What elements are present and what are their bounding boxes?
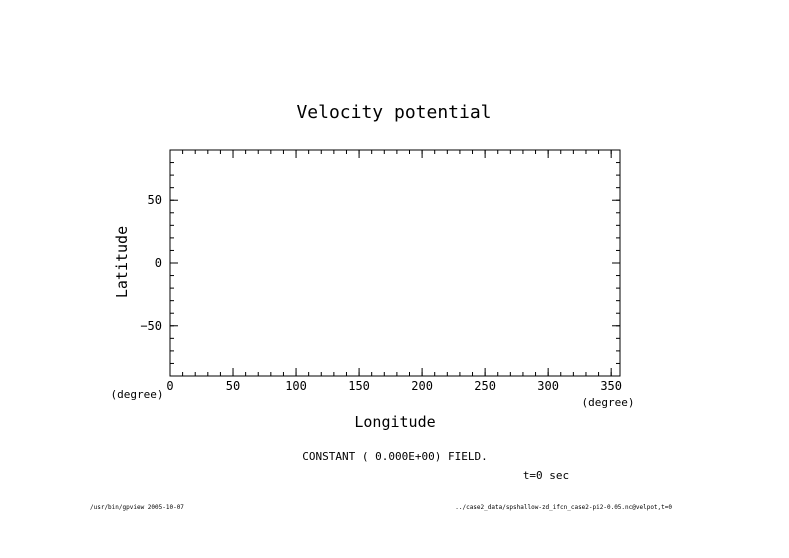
x-tick-label: 250 <box>474 379 496 393</box>
x-axis-unit: (degree) <box>582 396 635 409</box>
y-axis-label: Latitude <box>113 226 131 298</box>
x-tick-label: 200 <box>411 379 433 393</box>
y-tick-label: 50 <box>148 193 162 207</box>
y-axis-ticks <box>170 149 620 377</box>
chart-title: Velocity potential <box>296 102 491 123</box>
x-tick-label: 0 <box>166 379 173 393</box>
x-tick-label: 350 <box>600 379 622 393</box>
footer-right: ../case2_data/spshallow-zd_ifcn_case2-pi… <box>455 504 672 511</box>
x-axis-tick-labels: 0 50 100 150 200 250 300 350 <box>166 379 622 393</box>
footer-left: /usr/bin/gpview 2005-10-07 <box>90 504 184 511</box>
x-axis-ticks <box>169 150 612 376</box>
x-tick-label: 50 <box>226 379 240 393</box>
x-axis-label: Longitude <box>354 413 435 431</box>
y-tick-label: 0 <box>155 256 162 270</box>
y-axis-unit: (degree) <box>111 388 164 401</box>
time-label: t=0 sec <box>523 469 569 482</box>
y-axis-tick-labels: −50 0 50 <box>140 193 162 333</box>
plot-frame <box>169 149 621 377</box>
y-tick-label: −50 <box>140 319 162 333</box>
x-tick-label: 300 <box>537 379 559 393</box>
x-tick-label: 100 <box>285 379 307 393</box>
constant-field-message: CONSTANT ( 0.000E+00) FIELD. <box>302 450 487 463</box>
x-tick-label: 150 <box>348 379 370 393</box>
